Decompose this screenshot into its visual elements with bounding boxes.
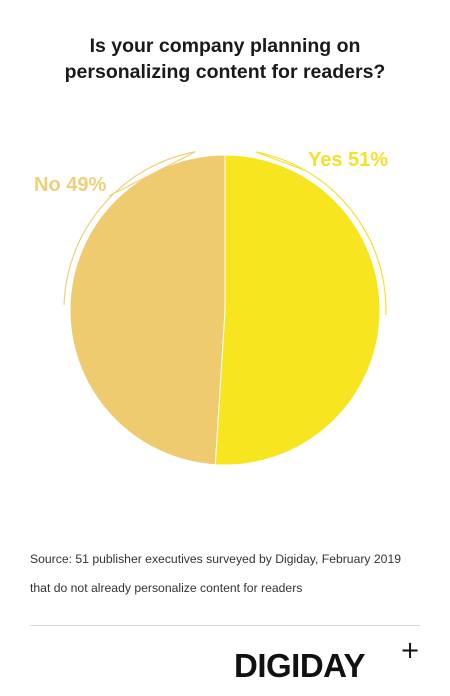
- plus-icon: +: [400, 636, 421, 664]
- pie-slice-yes: [214, 154, 381, 466]
- pie-slice-no: [69, 154, 226, 466]
- slice-label-no: No 49%: [34, 174, 106, 196]
- leader-line-no: [63, 151, 196, 305]
- chart-title-line-1: Is your company planning on: [89, 35, 361, 57]
- logo-wordmark: DIGIDAY: [234, 647, 365, 684]
- chart-title-line-2: personalizing content for readers?: [64, 61, 386, 83]
- chart-title: Is your company planning on personalizin…: [20, 33, 430, 85]
- divider: [30, 625, 420, 626]
- source-line-2: that do not already personalize content …: [30, 581, 303, 595]
- leader-line-yes: [255, 151, 387, 316]
- slice-label-yes: Yes 51%: [308, 149, 388, 171]
- pie-chart: Yes 51% No 49%: [34, 149, 388, 466]
- source-line-1: Source: 51 publisher executives surveyed…: [30, 552, 402, 566]
- source-note: Source: 51 publisher executives surveyed…: [30, 545, 430, 603]
